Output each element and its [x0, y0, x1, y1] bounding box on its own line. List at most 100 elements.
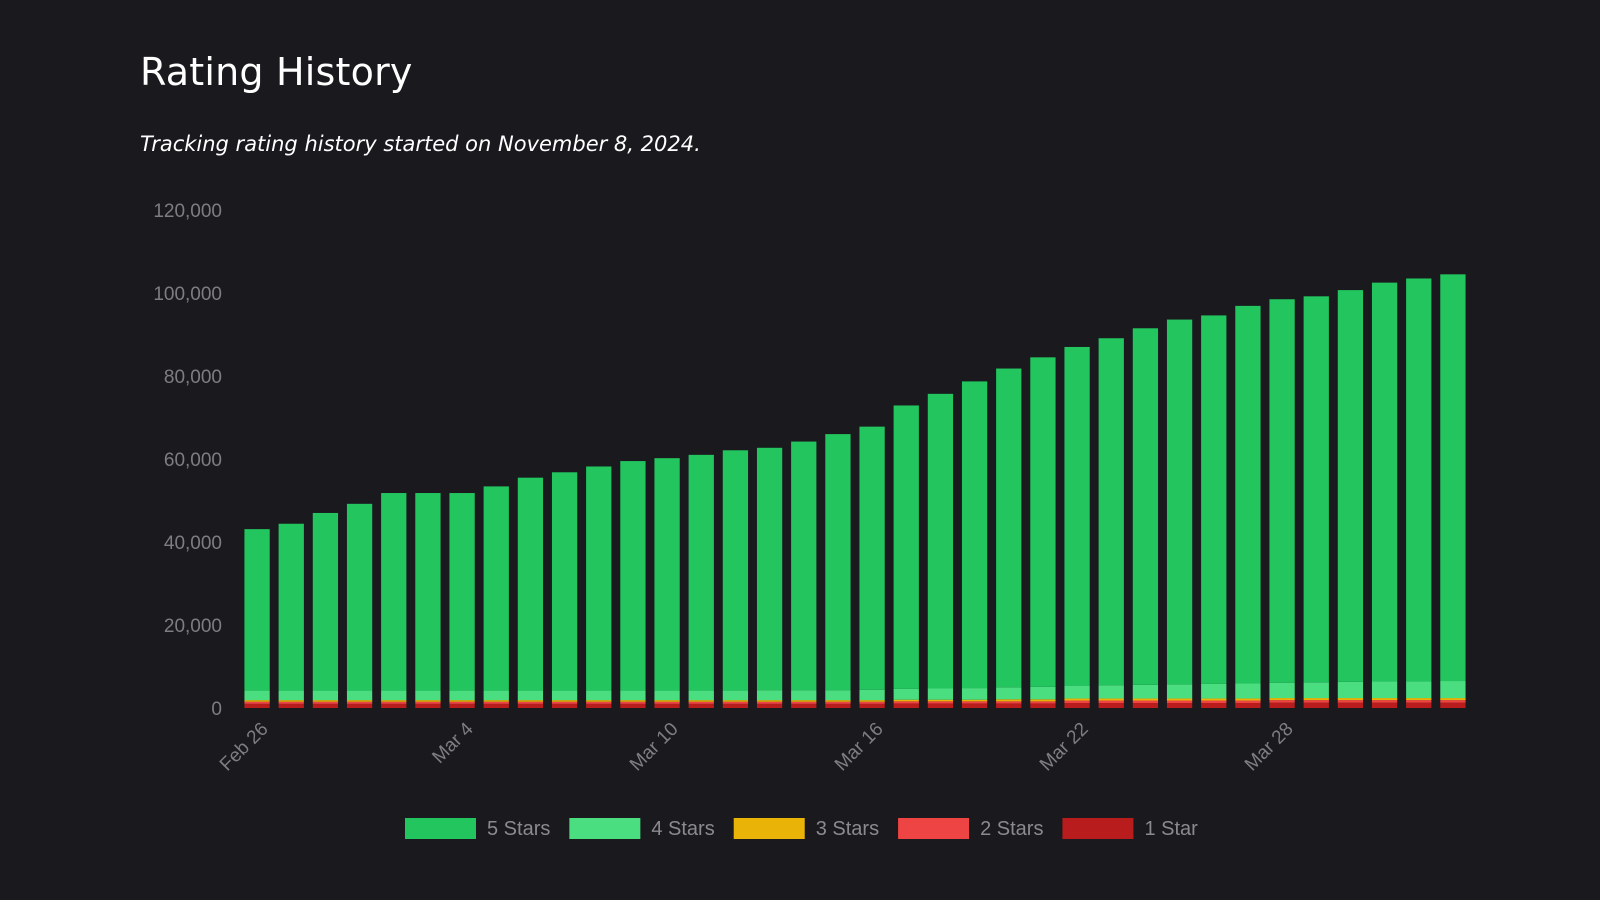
bar-segment-3-stars[interactable]: [893, 699, 919, 702]
bar-segment-3-stars[interactable]: [791, 700, 817, 702]
bar-segment-3-stars[interactable]: [449, 700, 475, 702]
bar-segment-3-stars[interactable]: [620, 700, 646, 702]
bar-stack[interactable]: [791, 441, 817, 708]
bar-segment-4-stars[interactable]: [996, 687, 1022, 700]
bar-segment-3-stars[interactable]: [961, 699, 988, 702]
bar-segment-2-stars[interactable]: [996, 701, 1022, 704]
bar-segment-5-stars[interactable]: [722, 450, 749, 691]
bar-segment-3-stars[interactable]: [517, 700, 544, 702]
bar-segment-3-stars[interactable]: [1371, 698, 1398, 701]
bar-segment-4-stars[interactable]: [1166, 684, 1193, 699]
bar-segment-4-stars[interactable]: [1406, 681, 1432, 699]
bar-segment-4-stars[interactable]: [1235, 683, 1261, 699]
bar-segment-5-stars[interactable]: [1132, 328, 1159, 685]
bar-segment-5-stars[interactable]: [996, 368, 1022, 688]
bar-segment-3-stars[interactable]: [1064, 698, 1090, 701]
bar-segment-4-stars[interactable]: [551, 690, 578, 701]
bar-segment-1-star[interactable]: [1371, 702, 1398, 708]
bar-segment-4-stars[interactable]: [483, 690, 509, 701]
bar-segment-1-star[interactable]: [415, 703, 441, 708]
bar-segment-5-stars[interactable]: [449, 493, 475, 691]
bar-segment-2-stars[interactable]: [1132, 700, 1159, 704]
bar-segment-1-star[interactable]: [620, 703, 646, 708]
bar-stack[interactable]: [278, 523, 304, 708]
bar-stack[interactable]: [346, 503, 373, 708]
bar-segment-5-stars[interactable]: [961, 381, 988, 689]
bar-stack[interactable]: [996, 368, 1022, 708]
bar-segment-3-stars[interactable]: [1406, 698, 1432, 701]
bar-segment-4-stars[interactable]: [859, 689, 885, 701]
bar-segment-5-stars[interactable]: [415, 493, 441, 691]
bar-segment-1-star[interactable]: [1303, 702, 1329, 708]
bar-segment-5-stars[interactable]: [688, 454, 714, 691]
bar-segment-3-stars[interactable]: [859, 700, 885, 702]
bar-segment-2-stars[interactable]: [1269, 700, 1295, 703]
bar-segment-1-star[interactable]: [756, 703, 783, 708]
bar-segment-4-stars[interactable]: [756, 690, 783, 701]
bar-segment-4-stars[interactable]: [620, 690, 646, 701]
bar-segment-3-stars[interactable]: [1269, 698, 1295, 701]
bar-segment-4-stars[interactable]: [244, 690, 270, 701]
bar-segment-1-star[interactable]: [1337, 702, 1364, 708]
bar-segment-2-stars[interactable]: [859, 701, 885, 704]
bar-segment-1-star[interactable]: [1440, 702, 1466, 708]
bar-segment-3-stars[interactable]: [586, 700, 612, 702]
bar-stack[interactable]: [859, 426, 885, 708]
bar-segment-2-stars[interactable]: [415, 701, 441, 704]
bar-segment-5-stars[interactable]: [346, 503, 373, 691]
bar-segment-5-stars[interactable]: [1337, 290, 1364, 682]
bar-segment-5-stars[interactable]: [1201, 315, 1227, 684]
bar-stack[interactable]: [1269, 299, 1295, 708]
bar-segment-2-stars[interactable]: [1406, 700, 1432, 703]
bar-segment-5-stars[interactable]: [483, 486, 509, 691]
bar-stack[interactable]: [825, 434, 851, 708]
bar-segment-4-stars[interactable]: [654, 690, 680, 701]
bar-segment-2-stars[interactable]: [1440, 700, 1466, 703]
bar-segment-4-stars[interactable]: [961, 688, 988, 700]
bar-stack[interactable]: [1337, 290, 1364, 708]
bar-stack[interactable]: [312, 512, 339, 708]
bar-stack[interactable]: [893, 405, 919, 708]
bar-segment-5-stars[interactable]: [825, 434, 851, 691]
bar-segment-4-stars[interactable]: [278, 690, 304, 701]
bar-segment-4-stars[interactable]: [381, 690, 407, 701]
bar-segment-2-stars[interactable]: [1030, 701, 1056, 704]
bar-segment-3-stars[interactable]: [722, 700, 749, 702]
bar-segment-2-stars[interactable]: [620, 701, 646, 704]
bar-segment-4-stars[interactable]: [1303, 682, 1329, 699]
bar-segment-3-stars[interactable]: [312, 700, 339, 702]
bar-segment-4-stars[interactable]: [312, 690, 339, 701]
bar-segment-3-stars[interactable]: [996, 699, 1022, 702]
bar-segment-1-star[interactable]: [1030, 703, 1056, 708]
bar-stack[interactable]: [415, 493, 441, 708]
bar-segment-1-star[interactable]: [1064, 703, 1090, 708]
bar-segment-5-stars[interactable]: [1064, 346, 1090, 686]
bar-segment-2-stars[interactable]: [312, 701, 339, 704]
bar-segment-5-stars[interactable]: [859, 426, 885, 690]
bar-segment-2-stars[interactable]: [1166, 700, 1193, 704]
bar-stack[interactable]: [756, 447, 783, 708]
bar-segment-3-stars[interactable]: [1337, 698, 1364, 701]
bar-segment-4-stars[interactable]: [346, 690, 373, 701]
bar-segment-4-stars[interactable]: [688, 690, 714, 701]
bar-segment-1-star[interactable]: [1269, 702, 1295, 708]
bar-segment-2-stars[interactable]: [1337, 700, 1364, 703]
bar-segment-5-stars[interactable]: [927, 393, 954, 689]
bar-stack[interactable]: [1303, 296, 1329, 708]
bar-segment-2-stars[interactable]: [825, 701, 851, 704]
bar-segment-4-stars[interactable]: [1371, 681, 1398, 699]
bar-segment-2-stars[interactable]: [722, 701, 749, 704]
bar-stack[interactable]: [1030, 357, 1056, 708]
legend-item-5-stars[interactable]: 5 Stars: [405, 818, 550, 840]
bar-stack[interactable]: [654, 458, 680, 708]
bar-segment-5-stars[interactable]: [1098, 338, 1124, 686]
bar-segment-5-stars[interactable]: [1440, 274, 1466, 682]
bar-segment-5-stars[interactable]: [654, 458, 680, 691]
bar-segment-2-stars[interactable]: [756, 701, 783, 704]
bar-segment-1-star[interactable]: [381, 703, 407, 708]
bar-segment-4-stars[interactable]: [586, 690, 612, 701]
bar-segment-1-star[interactable]: [586, 703, 612, 708]
bar-segment-3-stars[interactable]: [1440, 698, 1466, 701]
bar-segment-5-stars[interactable]: [1303, 296, 1329, 683]
bar-segment-3-stars[interactable]: [346, 700, 373, 702]
